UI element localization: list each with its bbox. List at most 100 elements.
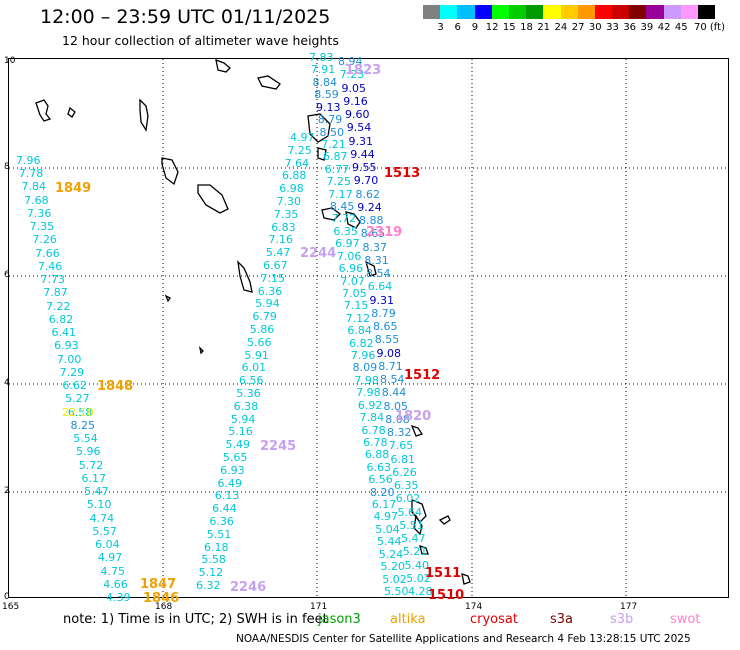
- island-outlines: [35, 58, 471, 585]
- wave-height-value: 9.16: [343, 94, 368, 108]
- wave-height-value: 9.08: [376, 346, 402, 360]
- wave-height-value: 6.44: [212, 502, 237, 516]
- colorbar-swatch: [491, 5, 509, 19]
- wave-height-value: 7.23: [339, 68, 365, 82]
- wave-height-value: 8.55: [374, 333, 400, 347]
- wave-height-value: 5.02: [406, 571, 431, 585]
- colorbar-label: 6: [454, 22, 461, 33]
- colorbar-swatch: [612, 5, 630, 19]
- wave-height-value: 6.81: [390, 452, 416, 466]
- wave-height-value: 7.15: [260, 271, 285, 285]
- wave-height-value: 5.20: [380, 560, 406, 574]
- pass-number: 22:10: [62, 406, 94, 419]
- wave-height-value: 7.96: [16, 154, 41, 167]
- note-text: note: 1) Time is in UTC; 2) SWH is in fe…: [63, 612, 328, 627]
- wave-height-value: 7.16: [268, 233, 294, 247]
- wave-height-value: 6.35: [394, 479, 419, 492]
- wave-height-value: 5.10: [86, 498, 112, 512]
- wave-height-value: 4.97: [373, 510, 399, 524]
- wave-height-value: 6.36: [257, 284, 283, 298]
- wave-height-value: 7.06: [336, 249, 362, 263]
- colorbar-label: 12: [485, 22, 499, 33]
- satellite-legend-item: cryosat: [470, 612, 518, 627]
- wave-height-value: 8.84: [312, 75, 337, 89]
- wave-height-value: 7.72: [331, 212, 357, 226]
- wave-height-value: 8.20: [370, 485, 395, 499]
- wave-height-value: 8.54: [366, 267, 391, 280]
- wave-height-value: 7.35: [273, 207, 299, 221]
- pass-number: 2246: [230, 580, 267, 595]
- wave-height-value: 6.67: [263, 259, 288, 272]
- colorbar-swatch: [594, 5, 613, 19]
- wave-height-value: 5.16: [228, 425, 253, 439]
- wave-height-value: 5.94: [255, 297, 280, 311]
- wave-height-value: 6.92: [357, 398, 383, 412]
- wave-height-value: 9.31: [369, 293, 395, 307]
- wave-height-value: 8.54: [380, 373, 405, 386]
- wave-height-value: 5.47: [265, 246, 291, 260]
- wave-height-value: 5.02: [382, 572, 407, 586]
- wave-height-value: 4.28: [408, 585, 433, 598]
- colorbar-label: 45: [674, 22, 688, 33]
- pass-number: 1849: [55, 181, 92, 196]
- wave-height-value: 8.08: [385, 412, 410, 426]
- wave-height-value: 5.47: [401, 532, 426, 545]
- map-subtitle: 12 hour collection of altimeter wave hei…: [62, 33, 339, 48]
- colorbar-label: 39: [640, 22, 654, 33]
- colorbar-swatch: [698, 5, 716, 19]
- colorbar-label: 36: [623, 22, 637, 33]
- wave-height-value: 7.25: [326, 175, 351, 189]
- wave-height-value: 6.79: [252, 310, 277, 324]
- wave-height-value: 6.77: [324, 162, 350, 176]
- wave-height-value: 7.26: [32, 233, 57, 247]
- pass-number: 1512: [404, 368, 441, 383]
- map-frame: [8, 58, 729, 598]
- colorbar-label: 33: [606, 22, 619, 33]
- colorbar-label: 30: [588, 22, 602, 33]
- wave-height-value: 8.05: [383, 399, 409, 413]
- wave-height-value: 7.78: [18, 167, 44, 181]
- wave-height-value: 6.96: [338, 262, 364, 276]
- pass-number: 1820: [395, 409, 432, 424]
- wave-height-value: 6.49: [217, 476, 242, 490]
- wave-height-value: 7.66: [35, 246, 60, 260]
- wave-height-value: 7.15: [343, 299, 369, 313]
- pass-number: 1513: [384, 166, 421, 181]
- satellite-legend-item: s3b: [610, 612, 634, 627]
- wave-height-value: 6.17: [371, 498, 397, 512]
- wave-height-value: 6.56: [368, 473, 393, 487]
- longitude-tick: 177: [620, 602, 638, 612]
- wave-height-value: 8.44: [381, 386, 407, 400]
- wave-height-value: 7.96: [350, 349, 376, 363]
- wave-height-value: 6.97: [335, 237, 360, 251]
- wave-height-value: 4.74: [89, 511, 115, 525]
- pass-number: 2244: [300, 246, 337, 261]
- wave-height-value: 5.24: [378, 547, 404, 561]
- wave-height-value: 6.26: [392, 465, 417, 479]
- wave-height-value: 7.21: [321, 137, 346, 151]
- colorbar-swatch: [560, 5, 578, 19]
- wave-height-value: 5.40: [404, 558, 430, 572]
- wave-height-value: 8.37: [362, 240, 388, 254]
- satellite-legend-item: s3a: [550, 612, 574, 627]
- wave-height-value: 6.04: [95, 538, 120, 552]
- wave-height-value: 5.65: [222, 451, 248, 464]
- wave-height-value: 8.45: [329, 200, 355, 214]
- wave-height-value: 9.24: [357, 200, 382, 214]
- longitude-tick: 168: [155, 602, 173, 612]
- wave-height-value: 7.98: [354, 373, 379, 387]
- colorbar-swatch: [508, 5, 527, 19]
- wave-height-value: 6.93: [220, 463, 245, 477]
- wave-height-value: 8.94: [338, 55, 363, 68]
- wave-height-value: 7.36: [26, 206, 52, 220]
- satellite-legend-item: swot: [670, 612, 701, 627]
- satellite-legend: jason3 altika cryosat s3a s3b swot: [0, 612, 740, 630]
- wave-height-value: 8.09: [352, 361, 378, 375]
- wave-height-value: 6.93: [54, 339, 79, 353]
- wave-height-value: 4.97: [290, 131, 315, 144]
- wave-height-value: 5.86: [249, 323, 275, 336]
- wave-height-value: 6.13: [214, 489, 240, 503]
- wave-height-value: 8.79: [317, 113, 343, 127]
- wave-height-value: 5.94: [230, 412, 256, 426]
- wave-height-value: 6.82: [349, 336, 374, 350]
